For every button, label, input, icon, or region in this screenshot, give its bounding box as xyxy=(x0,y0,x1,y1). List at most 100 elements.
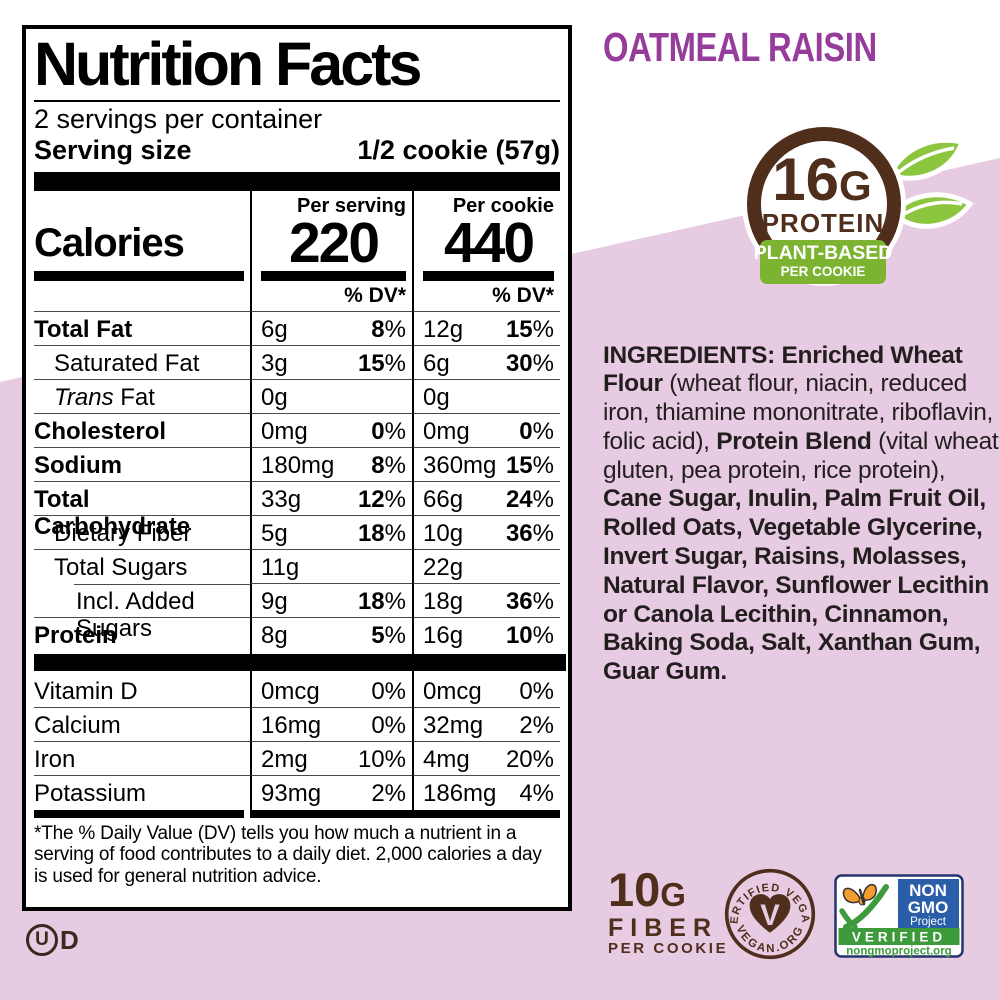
bottom-divider-bars xyxy=(34,810,560,819)
nongmo-blue-box xyxy=(898,879,959,928)
nutrient-name: Iron xyxy=(34,746,76,774)
dv-header: % DV* xyxy=(344,284,406,308)
nutrient-row: Dietary Fiber 5g 18% 10g 36% xyxy=(34,516,560,551)
vegan-v-letter: V xyxy=(760,900,780,932)
nutrient-row: Potassium 93mg 2% 186mg 4% xyxy=(34,776,560,811)
nutrient-name: Protein xyxy=(34,622,117,650)
per-cookie-value: 22g xyxy=(412,550,560,585)
vegan-circle xyxy=(724,868,816,960)
nutrient-name: Incl. Added Sugars xyxy=(76,588,195,642)
calories-per-serving: 220 xyxy=(288,210,380,275)
nutrition-facts-title: Nutrition Facts xyxy=(34,33,560,103)
per-cookie-value: 32mg 2% xyxy=(412,708,560,743)
per-cookie-header: Per cookie xyxy=(452,194,554,217)
calories-section: Calories Per serving 220 % DV* Per cooki… xyxy=(34,190,560,313)
flavor-title: OATMEAL RAISIN xyxy=(603,24,877,70)
nutrient-name: Total Sugars xyxy=(54,554,188,582)
nutrient-name: Cholesterol xyxy=(34,418,167,446)
per-serving-header: Per serving xyxy=(297,194,406,217)
per-cookie-value: 186mg 4% xyxy=(412,776,560,811)
nutrient-row: Trans Fat 0g 0g xyxy=(34,380,560,415)
per-cookie-value: 0g xyxy=(412,380,560,415)
per-serving-value: 6g 8% xyxy=(250,312,412,347)
nutrient-row: Sodium 180mg 8% 360mg 15% xyxy=(34,448,560,483)
nutrient-name: Dietary Fiber xyxy=(54,520,192,548)
per-serving-value: 11g xyxy=(250,550,412,585)
per-serving-value: 9g 18% xyxy=(250,584,412,619)
serving-size-value: 1/2 cookie (57g) xyxy=(357,134,560,165)
per-cookie-value: 16g 10% xyxy=(412,618,560,653)
section-divider-bars xyxy=(34,652,566,675)
per-cookie-value: 360mg 15% xyxy=(412,448,560,483)
per-cookie-value: 10g 36% xyxy=(412,516,560,551)
per-cookie-value: 18g 36% xyxy=(412,584,560,619)
per-serving-value: 3g 15% xyxy=(250,346,412,381)
nongmo-word-gmo: GMO xyxy=(908,898,949,917)
nongmo-word-project: Project xyxy=(910,916,947,928)
certified-vegan-badge: CERTIFIED VEGAN VEGAN.ORG V xyxy=(722,866,816,960)
svg-text:PLANT-BASED: PLANT-BASED xyxy=(754,242,893,264)
per-cookie-value: 12g 15% xyxy=(412,312,560,347)
nongmo-green-band xyxy=(838,928,960,945)
thick-divider-bar xyxy=(34,171,560,191)
nutrient-name: Trans Fat xyxy=(54,384,155,412)
per-cookie-value: 0mg 0% xyxy=(412,414,560,449)
per-serving-value: 5g 18% xyxy=(250,516,412,551)
per-cookie-value: 66g 24% xyxy=(412,482,560,517)
nutrient-row: Protein 8g 5% 16g 10% xyxy=(34,618,560,653)
nutrient-rows: Total Fat 6g 8% 12g 15% Saturated Fat 3g 15% 6g 3… xyxy=(34,312,560,653)
kosher-ou-d-symbol: U D xyxy=(26,924,79,956)
protein-badge: 16G PROTEIN PLANT-BASED PER COOKIE xyxy=(742,122,974,286)
nutrient-name: Total Fat xyxy=(34,316,133,344)
dv-header: % DV* xyxy=(492,284,554,308)
ingredients-list: INGREDIENTS: Enriched Wheat Flour (wheat… xyxy=(603,342,999,688)
per-serving-value: 93mg 2% xyxy=(250,776,412,811)
daily-value-footnote: *The % Daily Value (DV) tells you how mu… xyxy=(34,823,542,887)
per-serving-value: 180mg 8% xyxy=(250,448,412,483)
per-serving-value: 0g xyxy=(250,380,412,415)
calories-underbar xyxy=(261,271,406,282)
nutrient-name: Potassium xyxy=(34,780,147,808)
calories-per-cookie: 440 xyxy=(443,210,535,275)
calories-label: Calories xyxy=(34,221,185,266)
per-serving-value: 8g 5% xyxy=(250,618,412,653)
fiber-grams: 10G xyxy=(608,863,686,916)
ingredient-segment: (vital wheat gluten, pea protein, rice p… xyxy=(603,427,999,484)
per-serving-value: 16mg 0% xyxy=(250,708,412,743)
kosher-circle-u: U xyxy=(26,924,58,956)
plant-based-band: PLANT-BASED PER COOKIE xyxy=(754,240,893,284)
fiber-per-cookie: PER COOKIE xyxy=(608,940,729,958)
vitamin-rows: Vitamin D 0mcg 0% 0mcg 0% Calcium 16mg 0% 32mg 2%… xyxy=(34,674,560,811)
nutrient-row: Total Sugars 11g 22g xyxy=(34,550,560,586)
nongmo-verified-word: VERIFIED xyxy=(852,930,946,945)
fiber-badge: 10G FIBER PER COOKIE xyxy=(608,866,728,958)
per-serving-value: 0mcg 0% xyxy=(250,674,412,709)
per-cookie-value: 6g 30% xyxy=(412,346,560,381)
nutrient-name: Saturated Fat xyxy=(54,350,200,378)
per-cookie-value: 0mcg 0% xyxy=(412,674,560,709)
ingredient-segment: (wheat flour, niacin, reduced iron, thia… xyxy=(603,370,994,455)
nutrition-facts-label: Nutrition Facts 2 servings per container… xyxy=(22,25,572,911)
fiber-word: FIBER xyxy=(608,914,718,942)
servings-per-container: 2 servings per container xyxy=(34,104,323,135)
nutrient-row: Calcium 16mg 0% 32mg 2% xyxy=(34,708,560,743)
nongmo-url: nongmoproject.org xyxy=(846,946,951,958)
nutrient-name: Calcium xyxy=(34,712,121,740)
butterfly-icon xyxy=(839,883,889,930)
per-serving-value: 0mg 0% xyxy=(250,414,412,449)
per-serving-value: 2mg 10% xyxy=(250,742,412,777)
vegan-heart-icon xyxy=(749,894,791,933)
nongmo-verified-badge: NON GMO Project VERIFIED nongmoproject.o… xyxy=(834,874,964,958)
nutrient-name: Total Carbohydrate xyxy=(34,486,191,540)
ingredient-segment: Protein Blend xyxy=(716,427,872,455)
nutrient-row: Vitamin D 0mcg 0% 0mcg 0% xyxy=(34,674,560,709)
per-cookie-value: 4mg 20% xyxy=(412,742,560,777)
nutrient-row: Total Carbohydrate 33g 12% 66g 24% xyxy=(34,482,560,539)
nutrient-row: Incl. Added Sugars 9g 18% 18g 36% xyxy=(34,584,560,641)
nutrient-row: Cholesterol 0mg 0% 0mg 0% xyxy=(34,414,560,449)
protein-word: PROTEIN xyxy=(762,208,885,238)
ingredient-segment: INGREDIENTS: Enriched Wheat Flour xyxy=(603,341,963,398)
nutrient-name: Vitamin D xyxy=(34,678,138,706)
nutrient-name: Sodium xyxy=(34,452,122,480)
